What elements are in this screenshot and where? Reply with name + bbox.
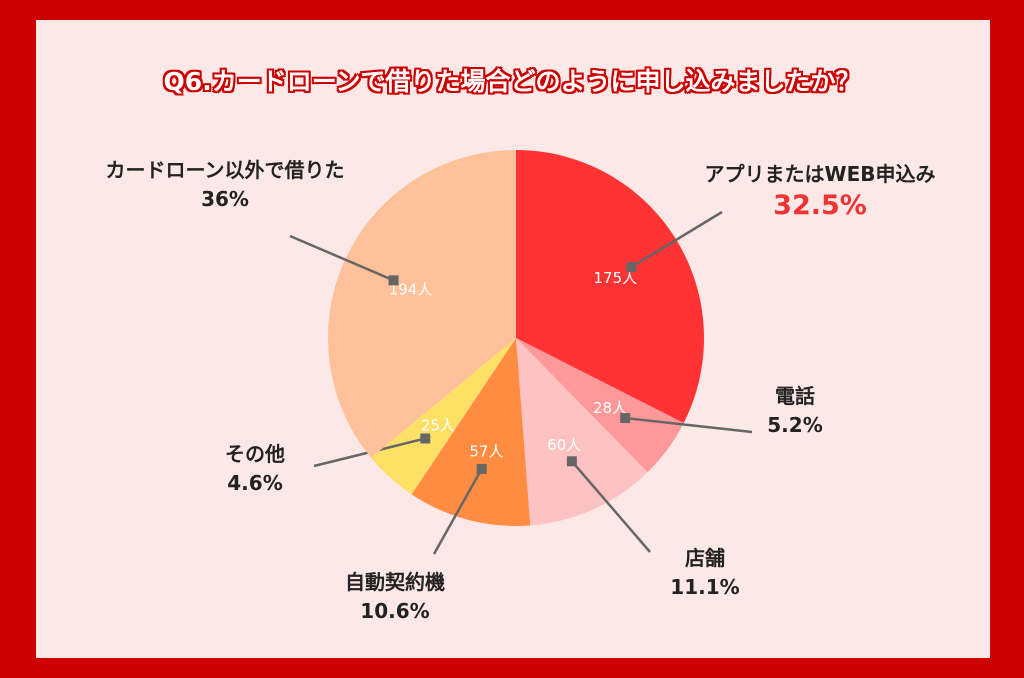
label-app-web: アプリまたはWEB申込み 32.5%: [700, 160, 940, 224]
label-percent: 5.2%: [767, 413, 823, 437]
label-phone: 電話 5.2%: [750, 382, 840, 440]
slice-non-cardloan: [327, 150, 516, 458]
label-percent: 10.6%: [360, 599, 430, 623]
slice-phone: [516, 338, 684, 473]
leader-line: [625, 416, 753, 434]
label-non-cardloan: カードローン以外で借りた 36%: [60, 156, 390, 214]
label-name: 電話: [775, 384, 815, 408]
label-percent: 4.6%: [227, 471, 283, 495]
slice-count-label: 175人: [594, 269, 638, 287]
label-other: その他 4.6%: [200, 440, 310, 498]
leader-line: [630, 210, 723, 269]
chart-title: Q6.カードローンで借りた場合どのように申し込みましたか？: [163, 67, 861, 96]
slice-count-label: 28人: [593, 399, 627, 417]
slice-count-label: 194人: [389, 280, 433, 298]
leader-marker: [476, 463, 487, 474]
label-name: その他: [225, 442, 285, 466]
slice-store: [516, 338, 648, 526]
label-name: カードローン以外で借りた: [105, 158, 345, 182]
slice-count-label: 57人: [469, 443, 503, 461]
leader-marker: [420, 433, 431, 444]
slice-count-label: 60人: [547, 436, 581, 454]
label-atm: 自動契約機 10.6%: [330, 568, 460, 626]
leader-line: [570, 460, 651, 553]
slice-atm: [411, 338, 531, 526]
leader-line: [432, 468, 483, 555]
label-store: 店舗 11.1%: [650, 544, 760, 602]
slice-other: [371, 338, 516, 495]
leader-marker: [566, 456, 577, 467]
label-percent: 32.5%: [773, 190, 867, 221]
label-name: 自動契約機: [345, 570, 445, 594]
label-name: アプリまたはWEB申込み: [704, 162, 936, 186]
label-percent: 11.1%: [670, 575, 740, 599]
slice-count-label: 25人: [421, 417, 455, 435]
leader-marker: [626, 262, 637, 273]
leader-marker: [388, 275, 399, 286]
slice-app-web: [516, 150, 705, 424]
leader-marker: [620, 413, 631, 424]
label-name: 店舗: [685, 546, 725, 570]
leader-line: [289, 234, 395, 282]
label-percent: 36%: [201, 187, 249, 211]
